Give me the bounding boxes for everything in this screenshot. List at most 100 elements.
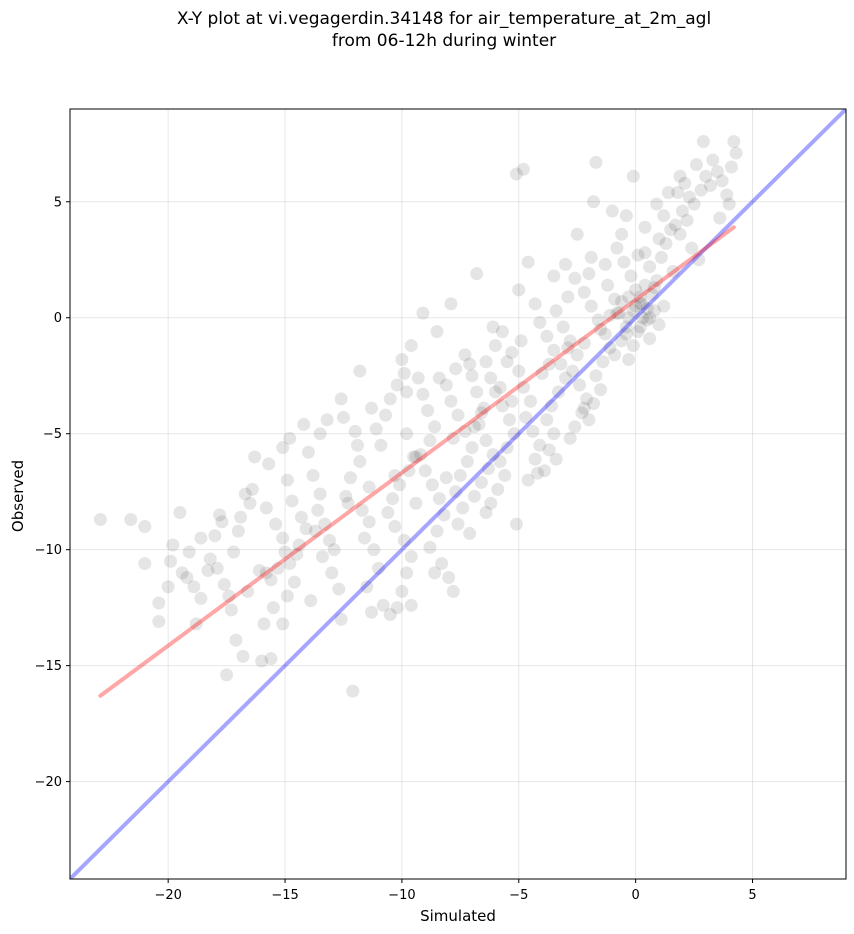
scatter-point xyxy=(194,591,208,605)
scatter-point xyxy=(362,515,376,529)
scatter-point xyxy=(727,134,741,148)
scatter-point xyxy=(542,443,556,457)
scatter-point xyxy=(603,308,617,322)
x-tick-label: −5 xyxy=(509,888,528,903)
scatter-point xyxy=(568,271,582,285)
scatter-point xyxy=(353,364,367,378)
scatter-point xyxy=(619,327,633,341)
scatter-point xyxy=(561,290,575,304)
scatter-point xyxy=(643,332,657,346)
scatter-point xyxy=(673,227,687,241)
scatter-point xyxy=(509,517,523,531)
scatter-point xyxy=(577,336,591,350)
scatter-point xyxy=(629,283,643,297)
scatter-point xyxy=(629,299,643,313)
scatter-point xyxy=(332,582,346,596)
scatter-point xyxy=(535,366,549,380)
scatter-point xyxy=(311,503,325,517)
axis-ticks: −20 −15 −10 −5 0 5 −20 −15 −10 −5 0 5 xyxy=(35,195,757,903)
scatter-point xyxy=(259,566,273,580)
scatter-point xyxy=(491,482,505,496)
scatter-point xyxy=(343,471,357,485)
scatter-point xyxy=(238,487,252,501)
scatter-point xyxy=(526,424,540,438)
scatter-point xyxy=(339,489,353,503)
scatter-point xyxy=(411,371,425,385)
scatter-point xyxy=(584,299,598,313)
scatter-point xyxy=(430,325,444,339)
scatter-point xyxy=(334,612,348,626)
scatter-point xyxy=(486,448,500,462)
scatter-point xyxy=(425,478,439,492)
scatter-point xyxy=(346,684,360,698)
scatter-point xyxy=(358,531,372,545)
scatter-point xyxy=(685,241,699,255)
scatter-point xyxy=(519,410,533,424)
y-axis-label: Observed xyxy=(9,460,27,532)
scatter-point xyxy=(638,278,652,292)
reference-lines xyxy=(70,109,846,879)
x-tick-label: −20 xyxy=(154,888,181,903)
chart-title: X-Y plot at vi.vegagerdin.34148 for air_… xyxy=(176,9,712,29)
scatter-point xyxy=(540,329,554,343)
scatter-point xyxy=(276,531,290,545)
scatter-point xyxy=(365,605,379,619)
scatter-point xyxy=(449,362,463,376)
scatter-point xyxy=(703,179,717,193)
scatter-point xyxy=(409,450,423,464)
scatter-point xyxy=(245,482,259,496)
identity-line xyxy=(70,109,846,879)
scatter-point xyxy=(166,538,180,552)
scatter-point xyxy=(220,668,234,682)
scatter-point xyxy=(622,311,636,325)
scatter-point xyxy=(647,304,661,318)
scatter-point xyxy=(418,464,432,478)
scatter-point xyxy=(608,292,622,306)
scatter-point xyxy=(308,524,322,538)
scatter-point xyxy=(521,255,535,269)
scatter-point xyxy=(365,401,379,415)
regression-line xyxy=(98,225,736,698)
scatter-point xyxy=(271,561,285,575)
scatter-point xyxy=(615,334,629,348)
scatter-point xyxy=(724,160,738,174)
scatter-point xyxy=(563,431,577,445)
scatter-point xyxy=(421,404,435,418)
scatter-point xyxy=(544,399,558,413)
scatter-point xyxy=(313,487,327,501)
scatter-point xyxy=(549,452,563,466)
scatter-point xyxy=(594,322,608,336)
scatter-point xyxy=(138,557,152,571)
x-tick-label: −15 xyxy=(271,888,298,903)
scatter-point xyxy=(680,213,694,227)
scatter-point xyxy=(486,320,500,334)
scatter-point xyxy=(407,450,421,464)
scatter-point xyxy=(231,524,245,538)
scatter-point xyxy=(570,348,584,362)
scatter-point xyxy=(594,383,608,397)
scatter-point xyxy=(484,371,498,385)
scatter-point xyxy=(587,397,601,411)
y-tick-label: −10 xyxy=(35,543,62,558)
scatter-point xyxy=(577,401,591,415)
scatter-point xyxy=(615,295,629,308)
scatter-point xyxy=(355,503,369,517)
scatter-point xyxy=(488,339,502,353)
scatter-point xyxy=(152,615,166,629)
scatter-point xyxy=(479,434,493,448)
scatter-point xyxy=(479,506,493,520)
scatter-point xyxy=(243,496,257,510)
y-tick-label: 0 xyxy=(54,311,62,326)
scatter-point xyxy=(320,413,334,427)
scatter-point xyxy=(643,311,657,325)
scatter-point xyxy=(563,334,577,348)
scatter-point xyxy=(505,394,519,408)
scatter-point xyxy=(605,204,619,218)
scatter-point xyxy=(276,441,290,455)
scatter-point xyxy=(236,649,250,663)
scatter-point xyxy=(568,420,582,434)
scatter-point xyxy=(341,496,355,510)
scatter-point xyxy=(255,654,269,668)
